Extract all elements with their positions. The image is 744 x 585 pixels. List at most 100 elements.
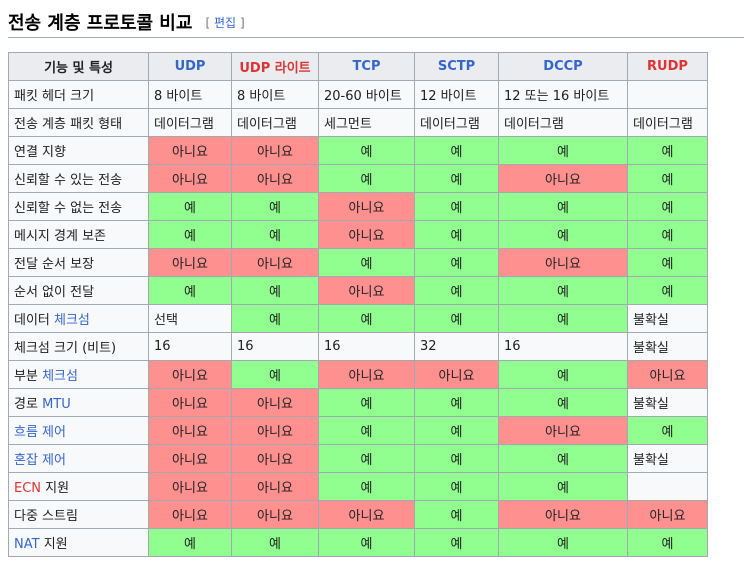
table-cell: 아니요 xyxy=(318,500,415,529)
table-cell: 아니요 xyxy=(318,192,415,221)
row-label: 경로 MTU xyxy=(8,388,149,417)
row-label: 연결 지향 xyxy=(8,136,149,165)
table-cell: 불확실 xyxy=(627,304,708,333)
row-label-link[interactable]: 체크섬 xyxy=(54,313,90,328)
column-header-2: UDP 라이트 xyxy=(231,52,319,81)
table-cell: 예 xyxy=(414,136,499,165)
table-row: 신뢰할 수 있는 전송 아니요 아니요 예 예 아니요 예 xyxy=(8,164,708,193)
table-row: 부분 체크섬 아니요 예 아니요 아니요 예 아니요 xyxy=(8,360,708,389)
table-cell: 아니요 xyxy=(231,472,319,501)
row-label-text: 메시지 경계 보존 xyxy=(14,229,106,244)
column-header-link[interactable]: DCCP xyxy=(543,59,583,74)
table-cell: 예 xyxy=(318,444,415,473)
edit-section-link-wrapper: [ 편집 ] xyxy=(206,16,245,30)
table-cell: 예 xyxy=(498,192,628,221)
table-cell: 아니요 xyxy=(231,416,319,445)
table-cell: 예 xyxy=(414,192,499,221)
table-row: NAT 지원 예 예 예 예 예 예 xyxy=(8,528,708,557)
table-cell: 예 xyxy=(498,220,628,249)
row-label-link[interactable]: ECN xyxy=(14,481,42,496)
table-cell: 아니요 xyxy=(414,360,499,389)
table-cell: 12 또는 16 바이트 xyxy=(498,80,628,109)
row-label: NAT 지원 xyxy=(8,528,149,557)
table-cell: 16 xyxy=(148,332,232,361)
row-label-text: 전달 순서 보장 xyxy=(14,257,95,272)
table-cell: 예 xyxy=(231,360,319,389)
row-label-link[interactable]: 혼잡 제어 xyxy=(14,453,66,468)
table-cell: 데이터그램 xyxy=(231,108,319,137)
table-cell: 예 xyxy=(627,192,708,221)
row-label-text: 데이터 xyxy=(14,313,55,328)
column-header-link[interactable]: UDP xyxy=(174,59,206,74)
row-label-text: 체크섬 크기 (비트) xyxy=(14,341,117,356)
header-row: 기능 및 특성 UDP UDP 라이트 TCP SCTP DCCP RUDP xyxy=(8,52,708,81)
table-cell: 불확실 xyxy=(627,388,708,417)
table-row: 신뢰할 수 없는 전송 예 예 아니요 예 예 예 xyxy=(8,192,708,221)
table-cell: 예 xyxy=(231,528,319,557)
table-cell: 예 xyxy=(148,220,232,249)
table-cell: 아니요 xyxy=(148,472,232,501)
row-label: 흐름 제어 xyxy=(8,416,149,445)
column-header-link[interactable]: UDP 라이트 xyxy=(239,61,311,76)
protocol-comparison-table: 기능 및 특성 UDP UDP 라이트 TCP SCTP DCCP RUDP 패킷 헤더 크… xyxy=(8,52,708,557)
table-cell: 예 xyxy=(627,220,708,249)
table-cell: 예 xyxy=(414,248,499,277)
row-label: 전달 순서 보장 xyxy=(8,248,149,277)
table-row: ECN 지원 아니요 아니요 예 예 예 xyxy=(8,472,708,501)
table-row: 순서 없이 전달 예 예 아니요 예 예 예 xyxy=(8,276,708,305)
row-label-text: 부분 xyxy=(14,369,43,384)
table-cell: 세그먼트 xyxy=(318,108,415,137)
table-cell: 데이터그램 xyxy=(498,108,628,137)
table-cell: 예 xyxy=(627,248,708,277)
row-label: 혼잡 제어 xyxy=(8,444,149,473)
table-cell: 예 xyxy=(318,136,415,165)
table-cell: 예 xyxy=(414,220,499,249)
row-label-text: 신뢰할 수 있는 전송 xyxy=(14,173,123,188)
table-cell xyxy=(627,80,708,109)
column-header-5: DCCP xyxy=(498,52,628,81)
edit-section-link[interactable]: 편집 xyxy=(214,16,237,30)
table-cell: 예 xyxy=(627,136,708,165)
table-cell: 예 xyxy=(318,304,415,333)
table-cell: 예 xyxy=(318,416,415,445)
table-row: 다중 스트림 아니요 아니요 아니요 예 아니요 아니요 xyxy=(8,500,708,529)
column-header-0: 기능 및 특성 xyxy=(8,52,149,81)
table-cell: 예 xyxy=(318,388,415,417)
table-cell: 예 xyxy=(231,304,319,333)
table-cell: 아니요 xyxy=(231,248,319,277)
row-label-link[interactable]: NAT xyxy=(14,537,40,552)
row-label-text: 연결 지향 xyxy=(14,145,66,160)
row-label-text: 순서 없이 전달 xyxy=(14,285,95,300)
table-row: 혼잡 제어 아니요 아니요 예 예 예 불확실 xyxy=(8,444,708,473)
column-header-link[interactable]: SCTP xyxy=(437,59,476,74)
row-label-text: 지원 xyxy=(39,537,68,552)
table-cell: 예 xyxy=(231,276,319,305)
row-label-link[interactable]: 체크섬 xyxy=(42,369,78,384)
column-header-link[interactable]: TCP xyxy=(352,59,381,74)
table-cell: 예 xyxy=(627,416,708,445)
table-cell: 예 xyxy=(318,472,415,501)
row-label: 신뢰할 수 있는 전송 xyxy=(8,164,149,193)
table-cell: 아니요 xyxy=(148,164,232,193)
table-cell: 예 xyxy=(414,164,499,193)
row-label-link[interactable]: MTU xyxy=(42,397,71,412)
table-cell: 예 xyxy=(231,192,319,221)
table-cell: 아니요 xyxy=(627,360,708,389)
table-cell: 예 xyxy=(414,500,499,529)
table-cell: 아니요 xyxy=(627,500,708,529)
table-cell: 예 xyxy=(498,444,628,473)
column-header-link[interactable]: RUDP xyxy=(647,59,688,74)
table-row: 메시지 경계 보존 예 예 아니요 예 예 예 xyxy=(8,220,708,249)
table-cell: 예 xyxy=(627,276,708,305)
table-cell: 아니요 xyxy=(148,500,232,529)
table-cell: 아니요 xyxy=(231,500,319,529)
table-cell: 아니요 xyxy=(498,500,628,529)
row-label-link[interactable]: 흐름 제어 xyxy=(14,425,66,440)
table-cell: 예 xyxy=(148,276,232,305)
table-cell: 예 xyxy=(414,276,499,305)
table-cell: 예 xyxy=(627,528,708,557)
table-cell: 아니요 xyxy=(148,360,232,389)
table-cell: 예 xyxy=(414,416,499,445)
table-cell: 불확실 xyxy=(627,332,708,361)
table-cell: 불확실 xyxy=(627,444,708,473)
